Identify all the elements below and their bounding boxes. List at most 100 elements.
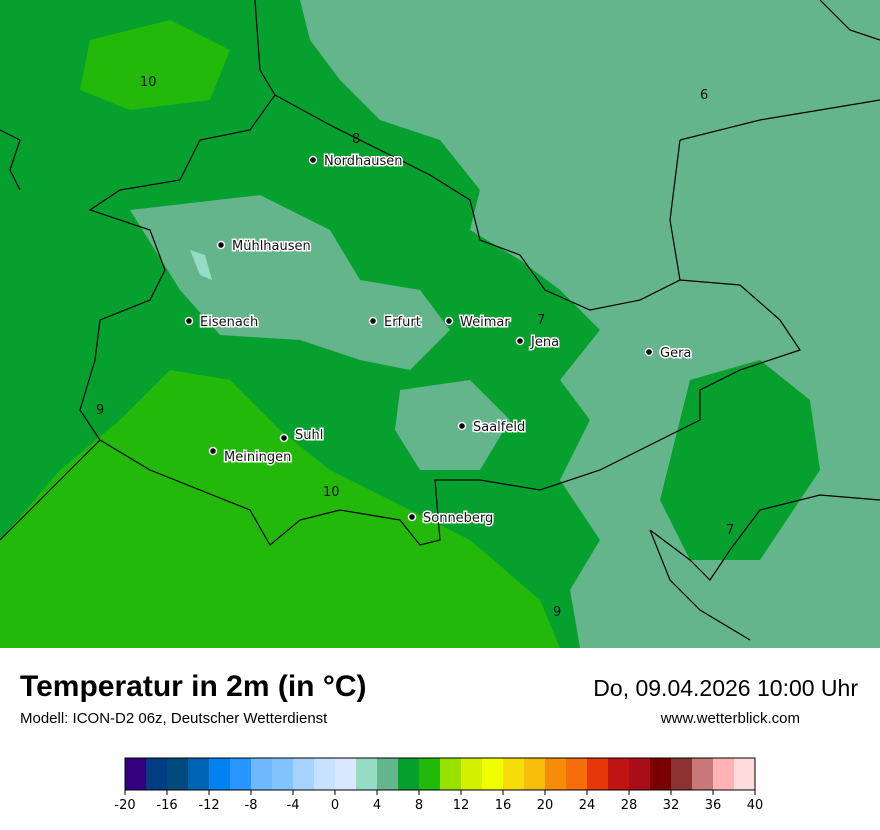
- colorbar-bin: [734, 758, 756, 790]
- colorbar-bin: [545, 758, 567, 790]
- colorbar-bin: [608, 758, 630, 790]
- contour-labels: 10 6 8 7 9 10 7 9: [96, 75, 734, 620]
- city-dot: [208, 446, 218, 456]
- colorbar-tick-label: 20: [537, 798, 554, 813]
- city-marker: Saalfeld: [457, 419, 527, 437]
- temperature-map: 10 6 8 7 9 10 7 9 Nordhausen Mühlhausen Ei…: [0, 0, 880, 648]
- colorbar-bin: [314, 758, 336, 790]
- colorbar-tick-label: 12: [453, 798, 470, 813]
- colorbar-tick-label: 4: [373, 798, 381, 813]
- contour-label: 6: [700, 88, 708, 103]
- city-markers: Nordhausen Mühlhausen Eisenach Erfurt Weimar…: [184, 153, 693, 528]
- colorbar-bin: [671, 758, 693, 790]
- city-label: Weimar: [460, 315, 510, 330]
- map-title: Temperatur in 2m (in °C): [20, 670, 367, 703]
- colorbar-tick-label: 36: [705, 798, 722, 813]
- city-label: Saalfeld: [473, 420, 525, 435]
- colorbar-bin: [209, 758, 231, 790]
- city-label: Erfurt: [384, 315, 421, 330]
- city-dot: [368, 316, 378, 326]
- colorbar-bin: [146, 758, 168, 790]
- region-10-12: [0, 370, 560, 648]
- city-marker: Eisenach: [184, 314, 260, 332]
- colorbar-bin: [251, 758, 273, 790]
- city-marker: Sonneberg: [407, 510, 495, 528]
- contour-label: 7: [537, 313, 545, 328]
- colorbar-tick-label: -4: [287, 798, 300, 813]
- colorbar-bin: [377, 758, 399, 790]
- colorbar-tick-label: 8: [415, 798, 423, 813]
- colorbar-tick-label: 0: [331, 798, 339, 813]
- colorbar-tick-label: 40: [747, 798, 764, 813]
- city-marker: Suhl: [279, 427, 325, 445]
- city-marker: Gera: [644, 345, 693, 363]
- city-dot: [216, 240, 226, 250]
- contour-label: 7: [726, 523, 734, 538]
- city-marker: Erfurt: [368, 314, 422, 332]
- city-dot: [308, 155, 318, 165]
- city-label: Nordhausen: [324, 154, 403, 169]
- city-marker: Jena: [515, 334, 561, 352]
- city-dot: [444, 316, 454, 326]
- region-4-6: [190, 250, 212, 280]
- colorbar-bin: [692, 758, 714, 790]
- colorbar-tick-label: -12: [198, 798, 219, 813]
- city-label: Jena: [530, 335, 559, 350]
- colorbar-tick-label: 24: [579, 798, 596, 813]
- colorbar-bin: [125, 758, 147, 790]
- region-10-12: [80, 20, 230, 110]
- city-label: Eisenach: [200, 315, 258, 330]
- city-label: Sonneberg: [423, 511, 493, 526]
- city-label: Mühlhausen: [232, 239, 311, 254]
- region-6-8: [130, 195, 450, 370]
- colorbar-bin: [482, 758, 504, 790]
- borders: [0, 0, 880, 641]
- colorbar-bin: [650, 758, 672, 790]
- colorbar-tick-label: -20: [114, 798, 135, 813]
- city-dot: [644, 347, 654, 357]
- contour-label: 10: [140, 75, 157, 90]
- colorbar-tick-label: -16: [156, 798, 177, 813]
- model-source: Modell: ICON-D2 06z, Deutscher Wetterdie…: [20, 710, 328, 727]
- colorbar-bin: [461, 758, 483, 790]
- colorbar-bin: [293, 758, 315, 790]
- website-link[interactable]: www.wetterblick.com: [660, 710, 800, 727]
- colorbar-bin: [524, 758, 546, 790]
- city-dot: [515, 336, 525, 346]
- colorbar-tick-label: 16: [495, 798, 512, 813]
- region-6-8: [395, 380, 510, 470]
- colorbar-bin: [272, 758, 294, 790]
- city-dot: [184, 316, 194, 326]
- colorbar-bin: [566, 758, 588, 790]
- city-dot: [457, 421, 467, 431]
- contour-label: 9: [553, 605, 561, 620]
- city-label: Suhl: [295, 428, 323, 443]
- contour-label: 10: [323, 485, 340, 500]
- colorbar-bin: [188, 758, 210, 790]
- colorbar-bin: [440, 758, 462, 790]
- colorbar-bin: [503, 758, 525, 790]
- colorbar-tick-label: -8: [245, 798, 258, 813]
- city-marker: Mühlhausen: [216, 238, 312, 256]
- colorbar-bin: [629, 758, 651, 790]
- city-marker: Nordhausen: [308, 153, 404, 171]
- colorbar-bin: [398, 758, 420, 790]
- colorbar-bin: [713, 758, 735, 790]
- city-dot: [279, 433, 289, 443]
- contour-label: 8: [352, 132, 360, 147]
- colorbar-bin: [356, 758, 378, 790]
- colorbar-tick-label: 32: [663, 798, 680, 813]
- colorbar-tick-label: 28: [621, 798, 638, 813]
- colorbar-bin: [335, 758, 357, 790]
- colorbar-bin: [230, 758, 252, 790]
- city-dot: [407, 512, 417, 522]
- city-marker: Meiningen: [208, 446, 293, 467]
- colorbar-legend: -20 -16 -12 -8 -4 0 4 8 12 16 20 24 28 32 36 40: [114, 757, 764, 813]
- city-label: Gera: [660, 346, 691, 361]
- colorbar-bin: [587, 758, 609, 790]
- colorbar-bin: [167, 758, 189, 790]
- contour-label: 9: [96, 403, 104, 418]
- city-label: Meiningen: [224, 450, 291, 465]
- colorbar-frame: [124, 757, 756, 791]
